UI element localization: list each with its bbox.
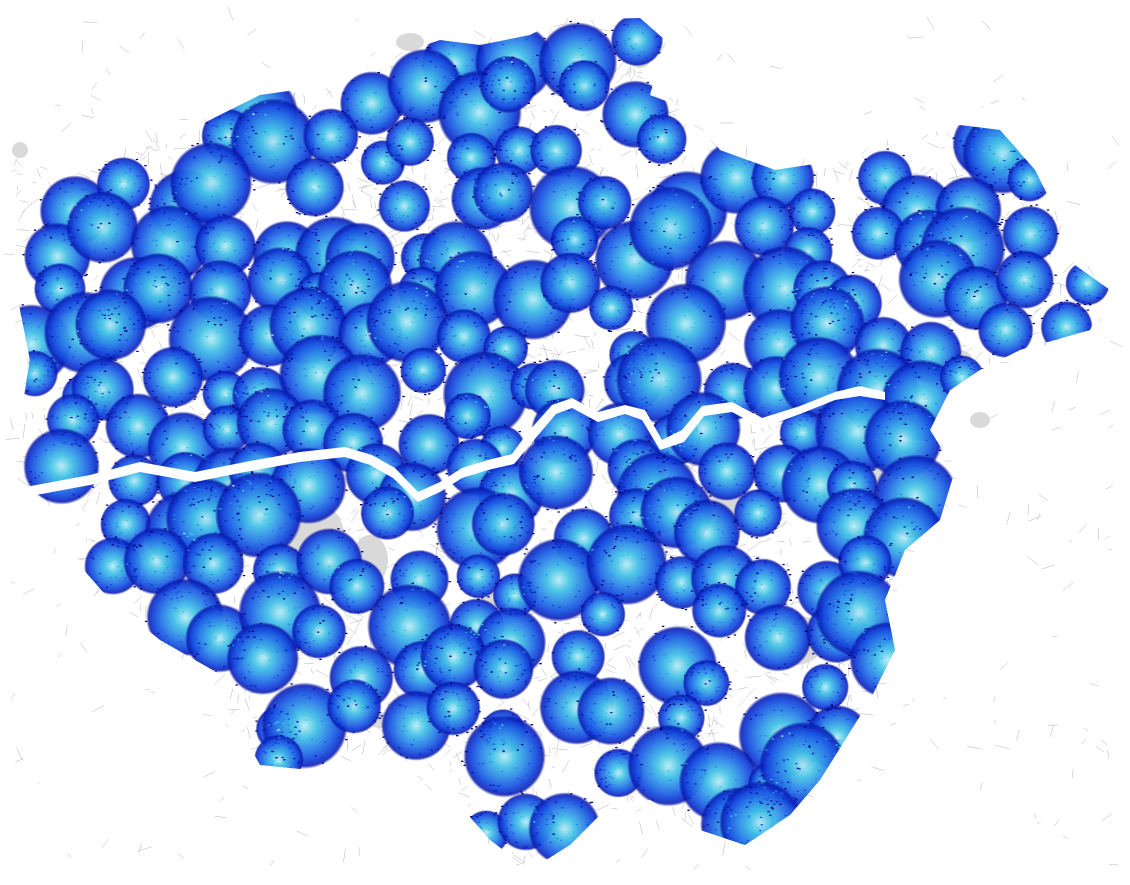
station-catchment <box>516 537 601 622</box>
river-thames <box>20 386 885 502</box>
station-catchment <box>11 350 59 397</box>
catchment-dots <box>28 42 1095 831</box>
station-catchment <box>425 681 481 736</box>
station-catchment <box>400 347 447 394</box>
park <box>970 412 990 428</box>
station-catchment <box>518 434 594 511</box>
station-catchment <box>326 678 382 734</box>
station-catchment <box>779 409 826 457</box>
station-catchment <box>291 603 347 660</box>
station-catchment <box>253 734 304 785</box>
station-catchment <box>142 346 204 408</box>
station-catchment <box>360 485 415 541</box>
station-catchment <box>801 663 849 711</box>
station-catchment <box>539 252 602 314</box>
station-catchment <box>995 250 1055 310</box>
station-catchment <box>610 18 664 67</box>
station-catchment <box>378 179 431 233</box>
station-catchment <box>365 280 449 364</box>
station-catchment <box>529 124 583 178</box>
station-catchment <box>682 659 731 707</box>
station-catchment <box>743 603 812 672</box>
station-catchment <box>443 392 492 440</box>
station-catchment <box>74 288 147 362</box>
park <box>396 33 424 51</box>
station-catchment <box>1001 205 1059 263</box>
station-catchment <box>1007 157 1052 202</box>
station-catchment <box>691 582 747 639</box>
station-catchment <box>472 161 534 224</box>
station-catchment <box>550 215 599 265</box>
station-catchment <box>182 532 245 595</box>
station-catchment <box>302 108 359 165</box>
station-catchment <box>788 187 837 236</box>
station-catchment <box>463 715 546 798</box>
station-catchment <box>719 781 803 865</box>
station-catchment <box>169 141 253 225</box>
catchment-dots <box>69 61 1089 770</box>
park <box>12 142 28 158</box>
station-catchment <box>849 621 927 699</box>
station-catchment <box>636 113 688 165</box>
station-catchment <box>322 353 402 433</box>
station-catchment <box>576 676 646 746</box>
station-catchment <box>588 285 634 331</box>
station-catchment <box>107 454 162 508</box>
station-catchment <box>229 98 317 185</box>
station-catchment <box>471 491 536 557</box>
station-catchment <box>472 638 535 700</box>
station-catchments <box>10 18 1110 866</box>
station-catchment <box>66 190 139 264</box>
catchment-points <box>10 18 1110 864</box>
station-catchment <box>558 59 611 112</box>
station-catchment <box>436 308 492 364</box>
station-catchment <box>385 117 435 167</box>
station-catchment <box>733 488 783 538</box>
station-catchment <box>585 523 668 606</box>
station-catchment <box>397 413 461 476</box>
station-catchment <box>226 622 300 695</box>
station-catchment <box>977 302 1034 359</box>
station-catchment <box>215 471 303 559</box>
station-catchment <box>734 558 792 616</box>
station-catchment <box>733 195 795 257</box>
